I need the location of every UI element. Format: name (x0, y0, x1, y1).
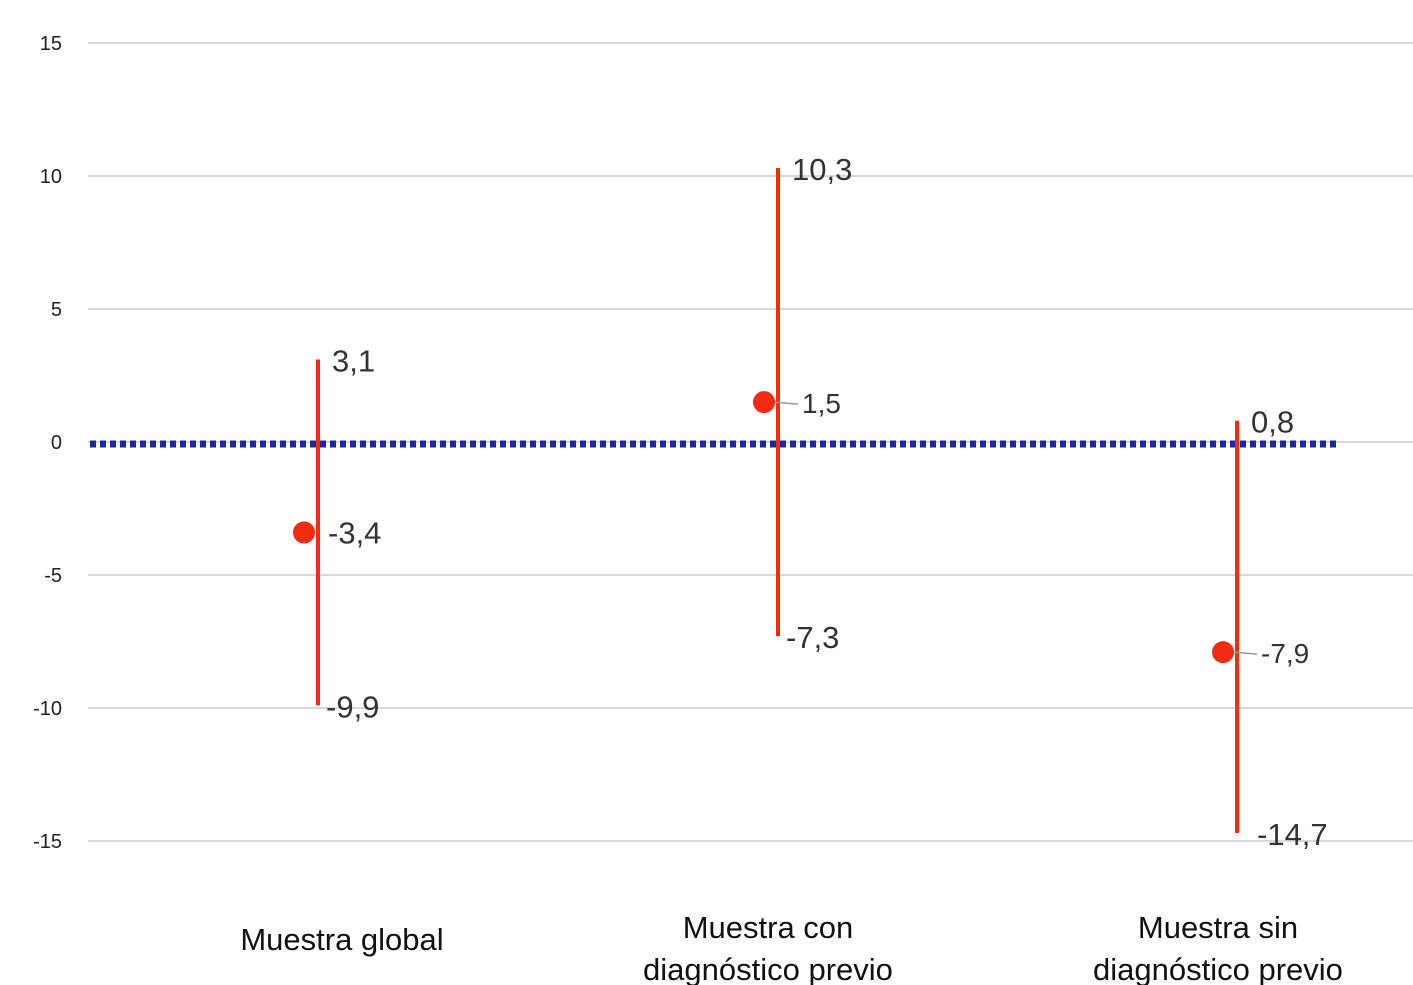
value-leader-line (773, 401, 799, 405)
y-tick-label: -15 (33, 831, 62, 853)
x-axis: Muestra global Muestra con diagnóstico pre… (240, 910, 1343, 985)
lower-bound-label: -7,3 (786, 620, 839, 655)
interval-group: 1,5 10,3 -7,3 (753, 152, 852, 655)
value-label: 1,5 (802, 388, 841, 419)
point-estimate-marker (293, 521, 315, 544)
gridlines (88, 42, 1413, 842)
y-tick-label: 0 (51, 432, 62, 454)
value-label: -3,4 (328, 515, 381, 550)
y-axis: 15 10 5 0 -5 -10 -15 (33, 33, 62, 853)
x-category-label: Muestra global (240, 922, 443, 957)
value-label: -7,9 (1261, 638, 1309, 669)
x-category-label-line: Muestra global (240, 922, 443, 957)
interval-group: -7,9 0,8 -14,7 (1212, 405, 1328, 852)
x-category-label-line: Muestra sin (1138, 910, 1298, 945)
y-tick-label: 15 (40, 33, 62, 55)
upper-bound-label: 10,3 (792, 152, 852, 187)
y-tick-label: -5 (44, 565, 62, 587)
x-category-label-line: diagnóstico previo (643, 952, 893, 985)
upper-bound-label: 0,8 (1251, 405, 1294, 440)
point-estimate-marker (753, 391, 775, 414)
point-estimate-marker (1212, 641, 1234, 664)
x-category-label: Muestra sin diagnóstico previo (1093, 910, 1343, 985)
y-tick-label: 10 (40, 166, 62, 188)
value-leader-line (1232, 651, 1258, 655)
y-tick-label: 5 (51, 299, 62, 321)
x-category-label-line: diagnóstico previo (1093, 952, 1343, 985)
x-category-label: Muestra con diagnóstico previo (643, 910, 893, 985)
lower-bound-label: -9,9 (326, 689, 379, 724)
interval-group: -3,4 3,1 -9,9 (293, 344, 381, 724)
upper-bound-label: 3,1 (332, 344, 375, 379)
lower-bound-label: -14,7 (1257, 817, 1328, 852)
x-category-label-line: Muestra con (683, 910, 854, 945)
intervals: -3,4 3,1 -9,9 1,5 10,3 -7,3 -7,9 0,8 -14,7 (293, 152, 1328, 852)
y-tick-label: -10 (33, 698, 62, 720)
